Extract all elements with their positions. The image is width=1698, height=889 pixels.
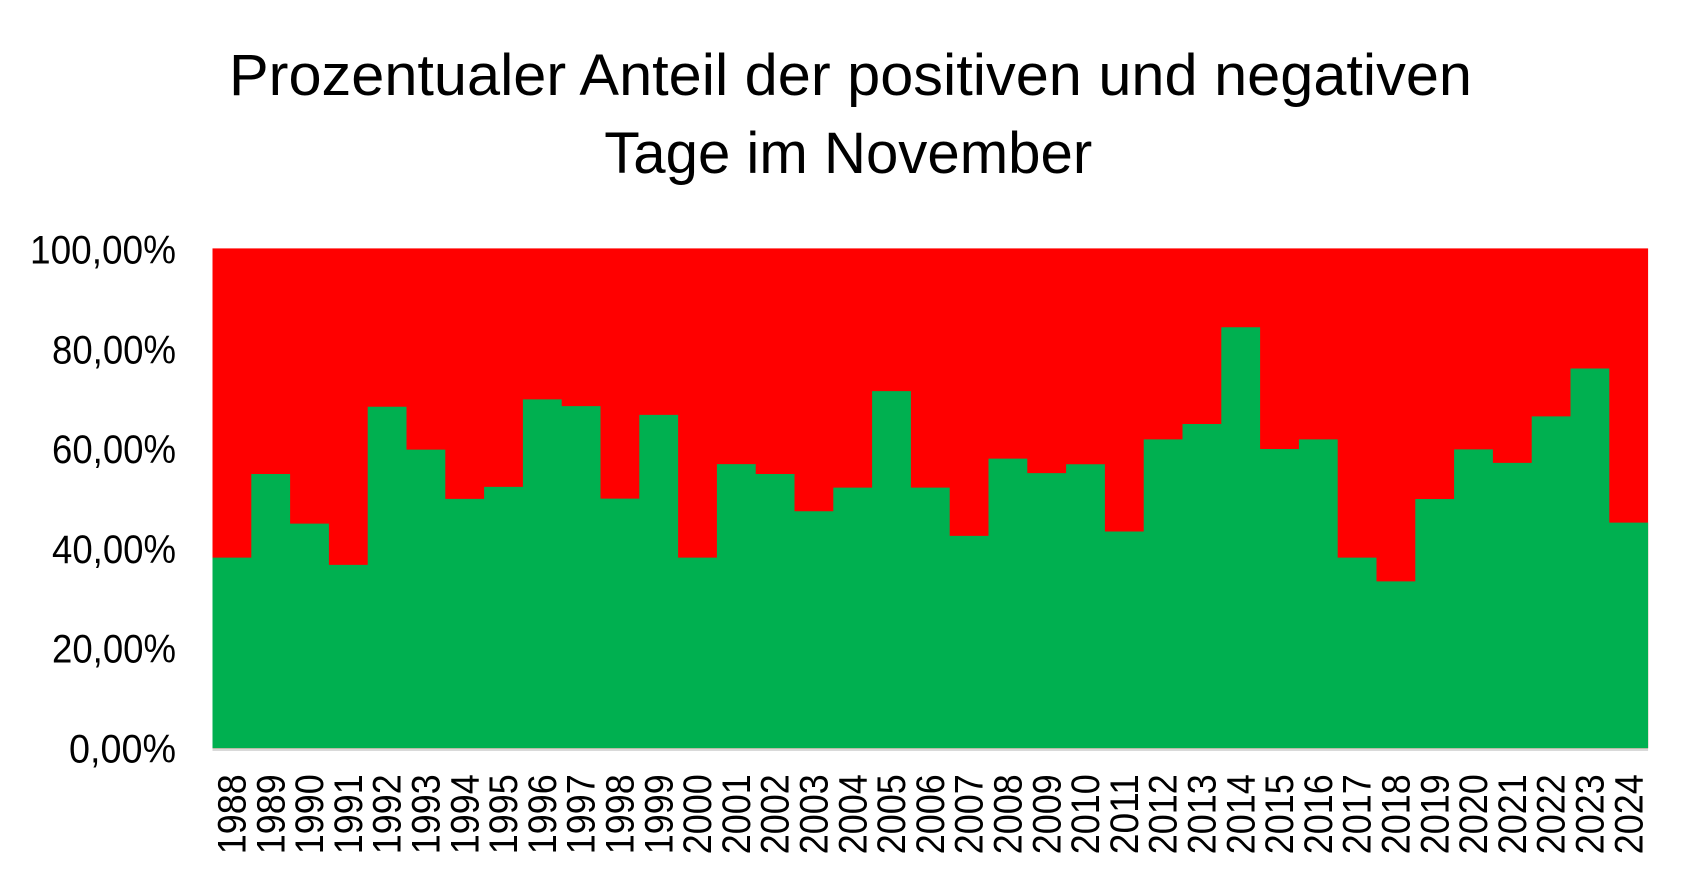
svg-text:2011: 2011 [1103,774,1147,854]
svg-text:1997: 1997 [560,774,604,854]
svg-text:2012: 2012 [1142,774,1186,854]
svg-text:80,00%: 80,00% [52,329,176,373]
svg-text:1989: 1989 [249,774,293,854]
svg-text:2000: 2000 [676,774,720,854]
svg-text:2009: 2009 [1025,774,1069,854]
svg-text:2017: 2017 [1336,774,1380,854]
svg-text:2021: 2021 [1491,774,1535,854]
svg-text:2018: 2018 [1375,774,1419,854]
svg-text:2002: 2002 [754,774,798,854]
svg-text:1996: 1996 [521,774,565,854]
svg-text:20,00%: 20,00% [52,628,176,672]
svg-text:1992: 1992 [366,774,410,854]
svg-text:2001: 2001 [715,774,759,854]
svg-text:2007: 2007 [948,774,992,854]
svg-text:2015: 2015 [1258,774,1302,854]
svg-text:2008: 2008 [987,774,1031,854]
svg-text:1995: 1995 [482,774,526,854]
svg-text:2010: 2010 [1064,774,1108,854]
svg-text:1999: 1999 [637,774,681,854]
svg-text:2022: 2022 [1530,774,1574,854]
svg-text:2014: 2014 [1219,774,1263,854]
svg-text:1988: 1988 [211,774,255,854]
svg-text:1991: 1991 [327,774,371,854]
svg-text:2005: 2005 [870,774,914,854]
svg-text:2003: 2003 [793,774,837,854]
svg-text:40,00%: 40,00% [52,528,176,572]
svg-text:2013: 2013 [1181,774,1225,854]
svg-text:2006: 2006 [909,774,953,854]
svg-text:2020: 2020 [1452,774,1496,854]
svg-text:1998: 1998 [599,774,643,854]
svg-text:60,00%: 60,00% [52,428,176,472]
svg-text:2023: 2023 [1569,774,1613,854]
svg-text:2004: 2004 [831,774,875,854]
svg-text:1994: 1994 [443,774,487,854]
svg-text:0,00%: 0,00% [69,728,176,772]
svg-text:Prozentualer Anteil der positi: Prozentualer Anteil der positiven und ne… [229,43,1472,108]
svg-text:1990: 1990 [288,774,332,854]
svg-text:Tage im November: Tage im November [604,121,1092,186]
svg-text:100,00%: 100,00% [30,229,176,273]
svg-text:1993: 1993 [405,774,449,854]
svg-text:2016: 2016 [1297,774,1341,854]
svg-text:2024: 2024 [1607,774,1651,854]
svg-text:2019: 2019 [1413,774,1457,854]
